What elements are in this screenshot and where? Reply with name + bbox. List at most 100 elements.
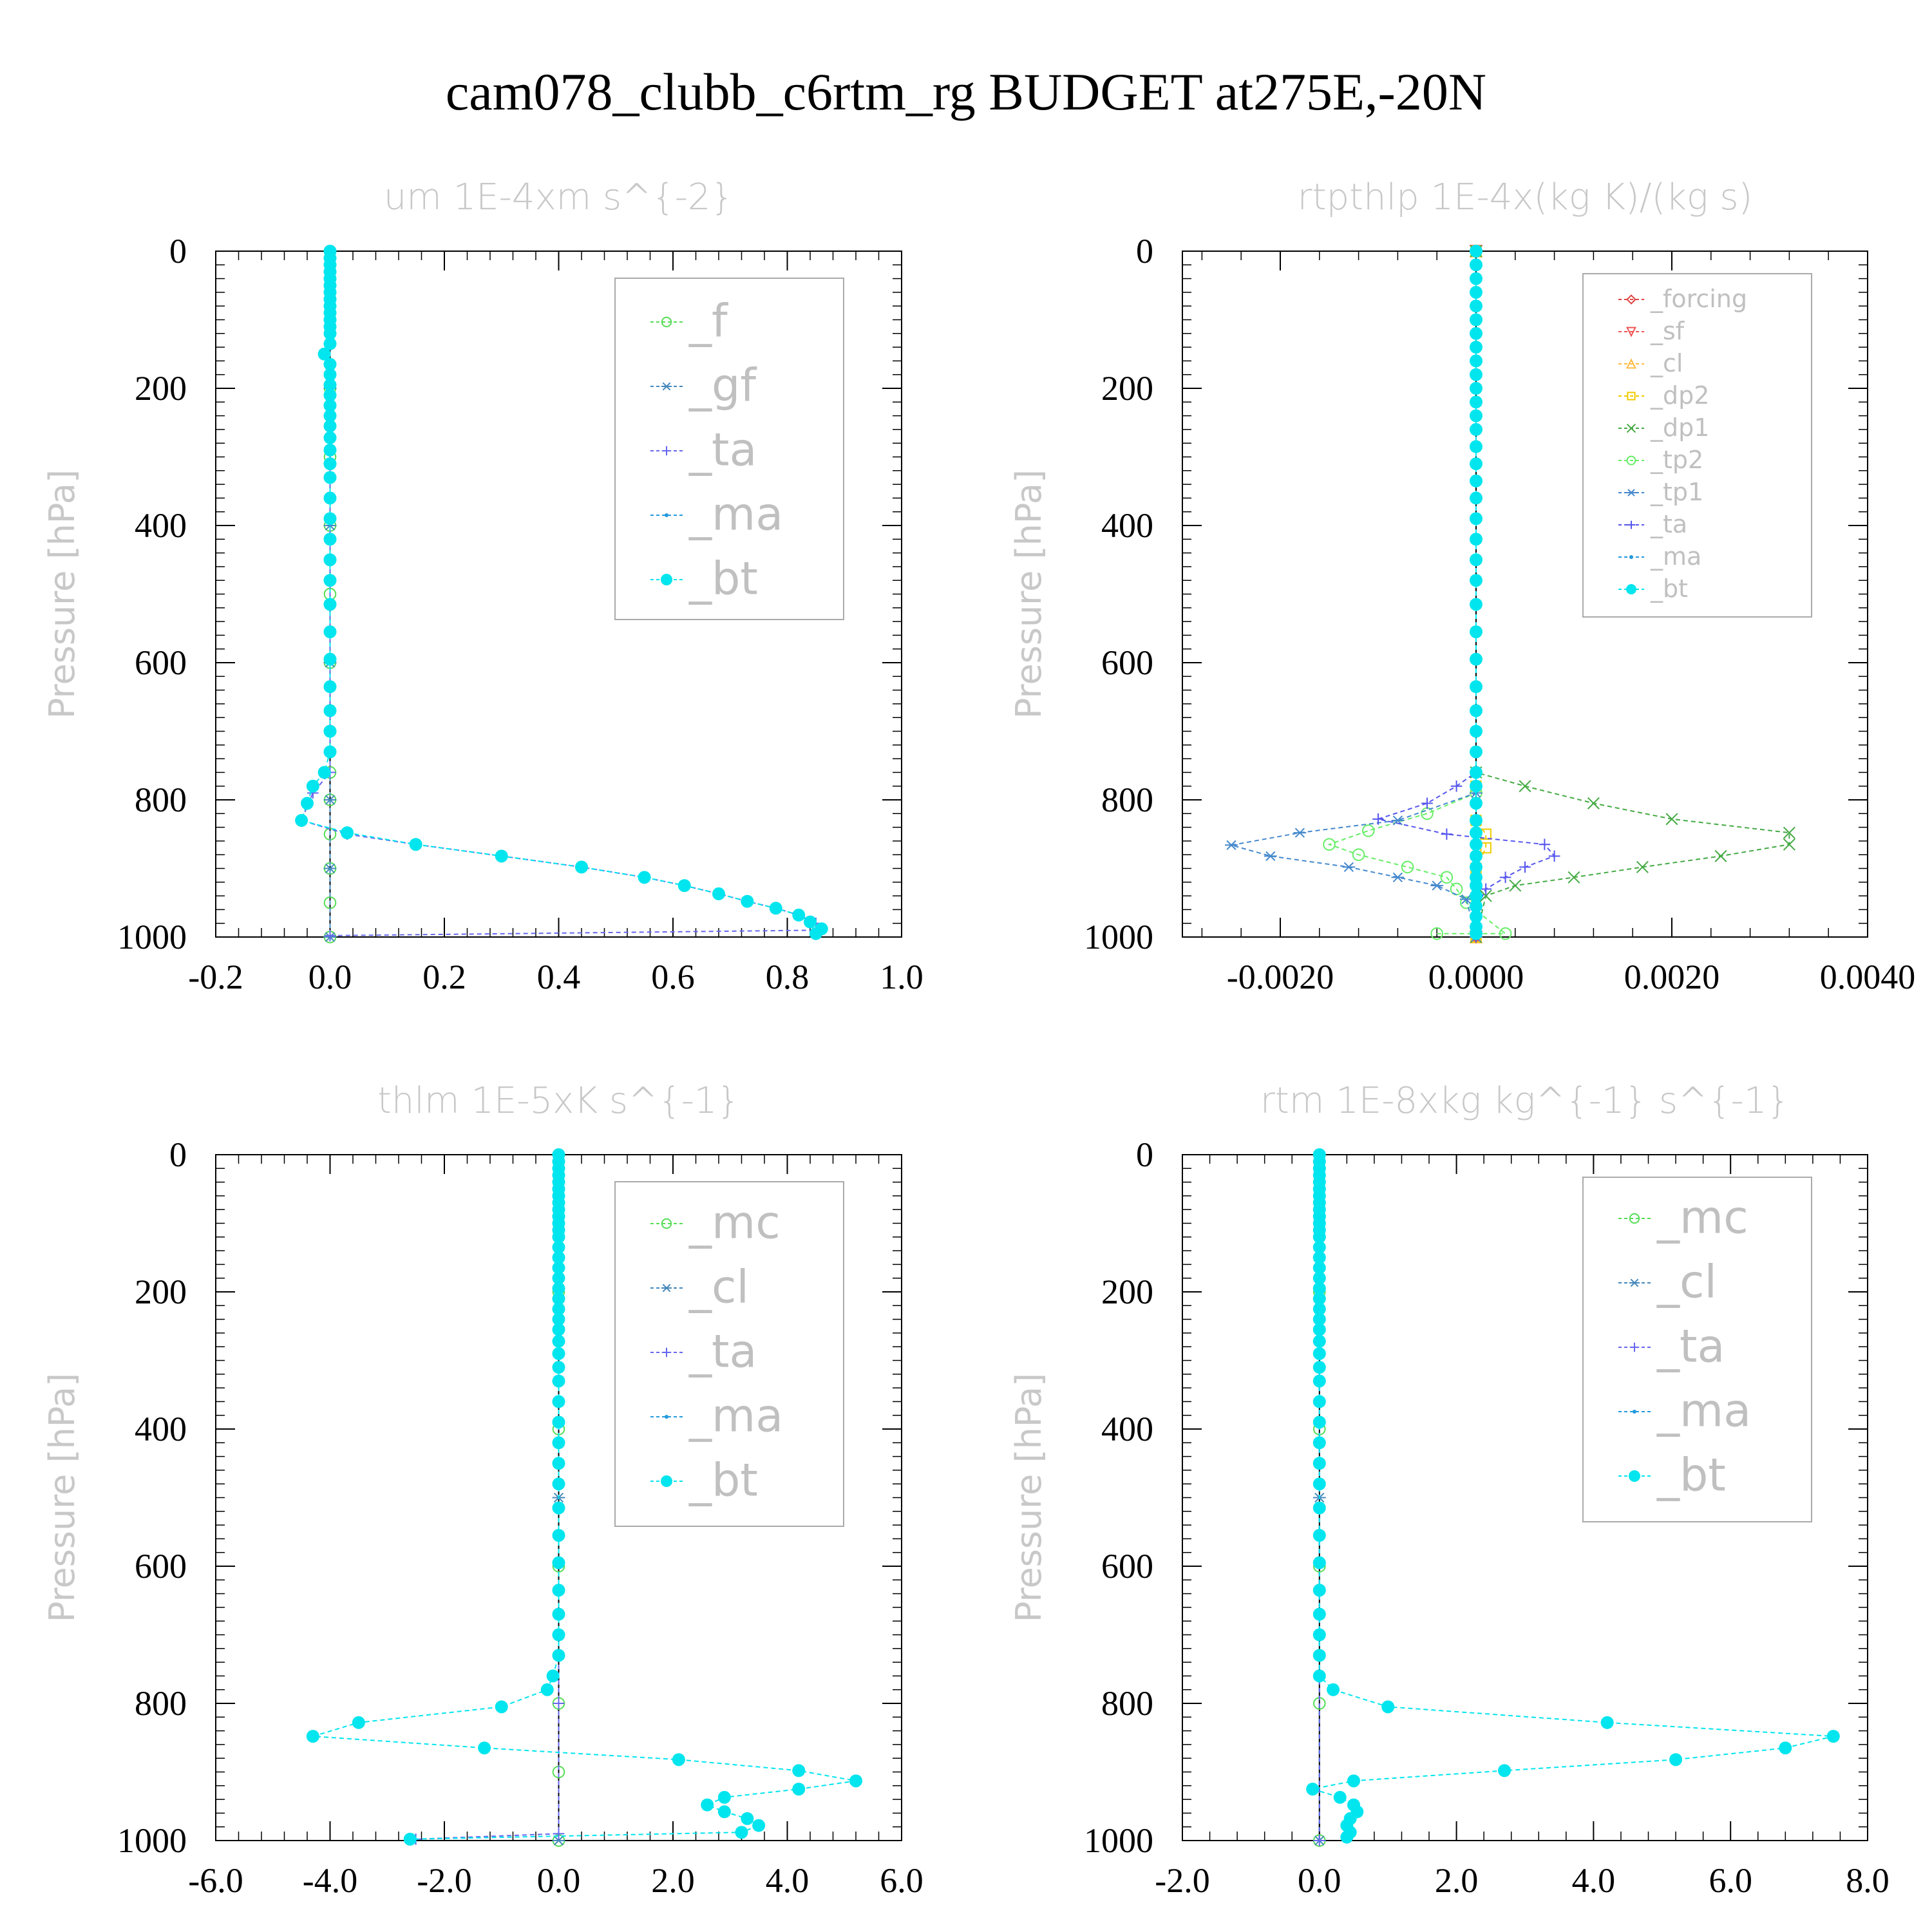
data-point (352, 1716, 365, 1729)
legend-item-ta: _ta (1618, 510, 1687, 538)
data-point (341, 826, 354, 840)
data-point (1480, 883, 1492, 895)
data-point (1470, 409, 1482, 422)
legend-label: _ma (688, 488, 783, 540)
data-point (1312, 1292, 1326, 1305)
panel-title: thlm 1E-5xK s^{-1} (377, 1080, 740, 1122)
x-tick-label: 8.0 (1846, 1861, 1889, 1900)
x-tick-label: -2.0 (417, 1861, 471, 1900)
legend-item-ta: _ta (650, 1325, 757, 1378)
data-point (1470, 245, 1482, 258)
data-point (552, 1501, 565, 1515)
data-point (1499, 871, 1511, 884)
data-point (1312, 1669, 1326, 1683)
legend-item-tp1: _tp1 (1618, 478, 1703, 506)
data-point (1312, 1457, 1326, 1470)
data-point (552, 1374, 565, 1388)
series-bt (295, 245, 828, 940)
legend-label: _sf (1650, 317, 1685, 345)
data-point (665, 513, 668, 517)
data-point (1470, 598, 1482, 611)
data-point (1312, 1607, 1326, 1621)
data-point (1264, 851, 1277, 861)
data-point (1470, 533, 1482, 546)
panel-2: rtpthlp 1E-4x(kg K)/(kg s) Pressure [hPa]… (1009, 176, 1915, 996)
series-bt (1470, 245, 1482, 940)
data-point (317, 766, 331, 779)
x-tick-label: -6.0 (188, 1861, 243, 1900)
y-tick-label: 0 (169, 232, 187, 270)
data-point (552, 1240, 565, 1254)
data-point (1333, 1790, 1347, 1804)
data-point (1470, 910, 1482, 923)
x-tick-label: 0.0 (537, 1861, 581, 1900)
data-point (323, 368, 337, 381)
legend-label: _cl (688, 1260, 749, 1313)
data-point (546, 1669, 560, 1683)
data-point (552, 1416, 565, 1429)
data-point (1470, 457, 1482, 471)
data-point (661, 1218, 672, 1229)
series-line (1231, 251, 1477, 938)
data-point (323, 533, 337, 546)
data-point (1312, 1628, 1326, 1642)
data-point (301, 797, 314, 810)
panel-title: rtm 1E-8xkg kg^{-1} s^{-1} (1260, 1080, 1790, 1122)
data-point (1826, 1730, 1840, 1743)
data-point (552, 1649, 565, 1662)
data-point (1567, 871, 1580, 884)
data-point (323, 745, 337, 759)
data-point (323, 337, 337, 350)
data-point (1421, 797, 1433, 810)
data-point (323, 357, 337, 371)
data-point (1636, 860, 1649, 873)
data-point (323, 795, 337, 805)
data-point (552, 1230, 565, 1244)
x-tick-label: 0.0020 (1624, 958, 1720, 996)
data-point (1519, 861, 1531, 873)
data-point (1352, 848, 1365, 861)
data-point (1625, 358, 1637, 369)
data-point (552, 1835, 565, 1846)
legend-item-cl: _cl (1618, 349, 1683, 377)
data-point (323, 598, 337, 611)
panel-3: thlm 1E-5xK s^{-1} Pressure [hPa] 0 200 400 6… (42, 1080, 923, 1900)
data-point (1470, 368, 1482, 381)
legend-item-dp2: _dp2 (1618, 381, 1709, 410)
data-point (1372, 813, 1384, 825)
data-point (552, 1457, 565, 1470)
legend-item-ma: _ma (1618, 542, 1701, 571)
data-point (665, 1415, 668, 1419)
legend-item-ta: _ta (650, 423, 757, 476)
legend-item-dp1: _dp1 (1618, 413, 1709, 442)
figure-title: cam078_clubb_c6rtm_rg BUDGET at275E,-20N (446, 62, 1486, 121)
y-tick-label: 0 (1136, 1135, 1153, 1174)
ticks: 0 200 400 600 800 1000 -0.0020 0.0000 0.0020 0.00… (1084, 232, 1915, 996)
data-point (1470, 704, 1482, 717)
data-point (1470, 474, 1482, 488)
x-tick-label: -4.0 (303, 1861, 357, 1900)
legend-label: _cl (1656, 1255, 1717, 1308)
data-point (1470, 838, 1482, 851)
data-point (1470, 849, 1482, 863)
y-tick-label: 1000 (117, 918, 187, 956)
data-point (1600, 1716, 1614, 1729)
data-point (1470, 680, 1482, 694)
x-tick-label: 0.0000 (1428, 958, 1524, 996)
y-tick-label: 600 (135, 643, 187, 682)
series-bt (1306, 1148, 1840, 1844)
data-point (409, 838, 422, 851)
data-point (552, 1312, 565, 1326)
y-tick-label: 400 (1101, 506, 1153, 545)
legend-item-ma: _ma (650, 488, 783, 540)
data-point (1470, 313, 1482, 327)
legend-label: _ta (1650, 510, 1687, 538)
data-point (1440, 871, 1454, 884)
legend-label: _bt (688, 1454, 758, 1506)
y-tick-label: 600 (1101, 643, 1153, 682)
data-point (1470, 440, 1482, 453)
data-point (1459, 894, 1473, 905)
data-point (1669, 1753, 1683, 1766)
y-tick-label: 400 (135, 1410, 187, 1448)
